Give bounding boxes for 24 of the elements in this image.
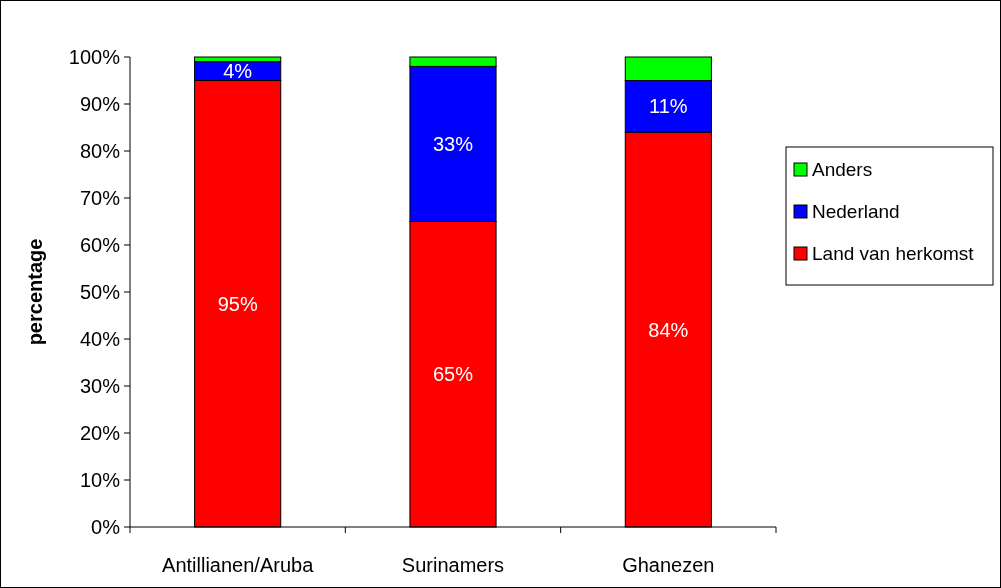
y-tick-label: 30% xyxy=(79,375,121,397)
y-tick-label: 80% xyxy=(79,140,121,162)
y-tick-label: 40% xyxy=(79,328,121,350)
y-tick-label: 20% xyxy=(79,422,121,444)
y-axis-title: percentage xyxy=(24,238,46,346)
y-tick-label: 0% xyxy=(91,516,121,538)
y-tick-label: 60% xyxy=(79,234,121,256)
data-label: 11% xyxy=(649,95,688,118)
y-tick-label: 10% xyxy=(79,469,121,491)
y-tick-label: 100% xyxy=(68,46,121,68)
data-label: 95% xyxy=(217,292,258,315)
legend-label: Land van herkomst xyxy=(812,243,975,264)
data-label: 65% xyxy=(432,363,474,386)
x-tick-label: Surinamers xyxy=(401,554,505,576)
legend-label: Nederland xyxy=(812,201,900,222)
legend-label: Anders xyxy=(812,159,873,180)
y-tick-label: 90% xyxy=(79,93,121,115)
x-tick-label: Antillianen/Aruba xyxy=(162,554,315,576)
x-tick-label: Ghanezen xyxy=(622,554,715,576)
y-tick-label: 70% xyxy=(79,187,121,209)
data-label: 4% xyxy=(223,60,253,83)
y-tick-label: 50% xyxy=(79,281,121,303)
data-label: 84% xyxy=(648,318,689,341)
data-label: 33% xyxy=(432,132,474,155)
